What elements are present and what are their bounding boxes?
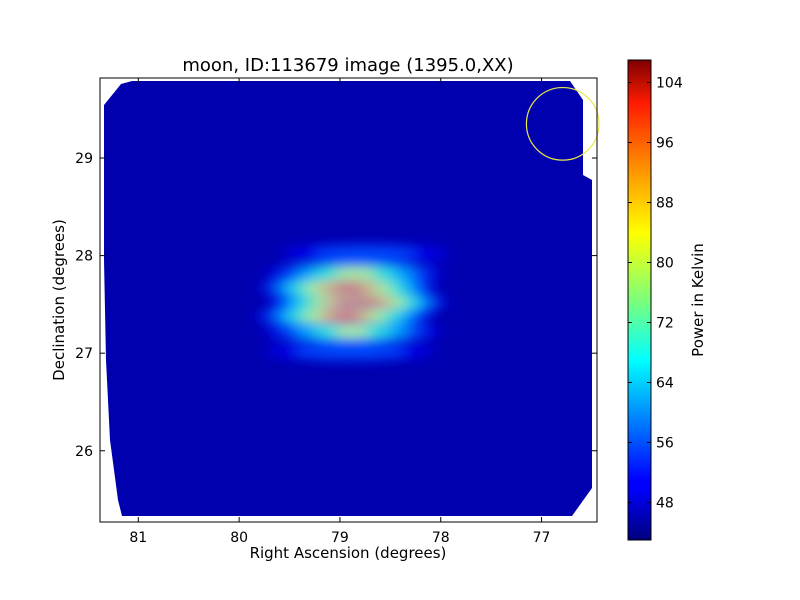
beam-circle	[525, 86, 600, 161]
emission-band-contour	[336, 298, 380, 307]
x-axis: 81 80 79 78 77	[129, 78, 550, 546]
colorbar-ticks: 48 56 64 72 80 88 96 104	[628, 76, 683, 512]
colorbar-tick-label: 96	[656, 136, 674, 152]
x-tick-label: 81	[129, 530, 147, 546]
y-tick-label: 28	[75, 249, 93, 265]
colorbar-tick-label: 64	[656, 376, 674, 392]
x-axis-label: Right Ascension (degrees)	[250, 544, 447, 562]
y-tick-label: 27	[75, 346, 93, 362]
moon-emission	[253, 243, 451, 362]
x-tick-label: 78	[432, 530, 450, 546]
plot-frame	[99, 77, 598, 523]
emission-band-contour	[333, 327, 372, 336]
colorbar-label: Power in Kelvin	[689, 243, 707, 357]
x-tick-label: 80	[230, 530, 248, 546]
colorbar-tick-label: 56	[656, 436, 674, 452]
colorbar-tick-label: 80	[656, 256, 674, 272]
emission-band-contour	[328, 312, 361, 321]
y-axis: 26 27 28 29	[75, 151, 597, 460]
y-axis-label: Declination (degrees)	[50, 219, 68, 381]
chart-title: moon, ID:113679 image (1395.0,XX)	[182, 55, 513, 76]
emission-band-contour	[331, 283, 365, 292]
emission-band-contour	[332, 269, 378, 278]
y-tick-label: 26	[75, 444, 93, 460]
colorbar: 48 56 64 72 80 88 96 104 Power in Kelvin	[627, 59, 707, 541]
heatmap-image	[104, 81, 592, 516]
colorbar-tick-label: 72	[656, 316, 674, 332]
emission-band-contour	[312, 247, 418, 260]
colorbar-gradient	[627, 59, 652, 541]
y-tick-label: 29	[75, 151, 93, 167]
colorbar-tick-label: 104	[656, 76, 683, 92]
x-tick-label: 79	[331, 530, 349, 546]
x-tick-label: 77	[533, 530, 551, 546]
colorbar-tick-label: 48	[656, 496, 674, 512]
emission-band-contour	[293, 344, 408, 358]
colorbar-tick-label: 88	[656, 196, 674, 212]
